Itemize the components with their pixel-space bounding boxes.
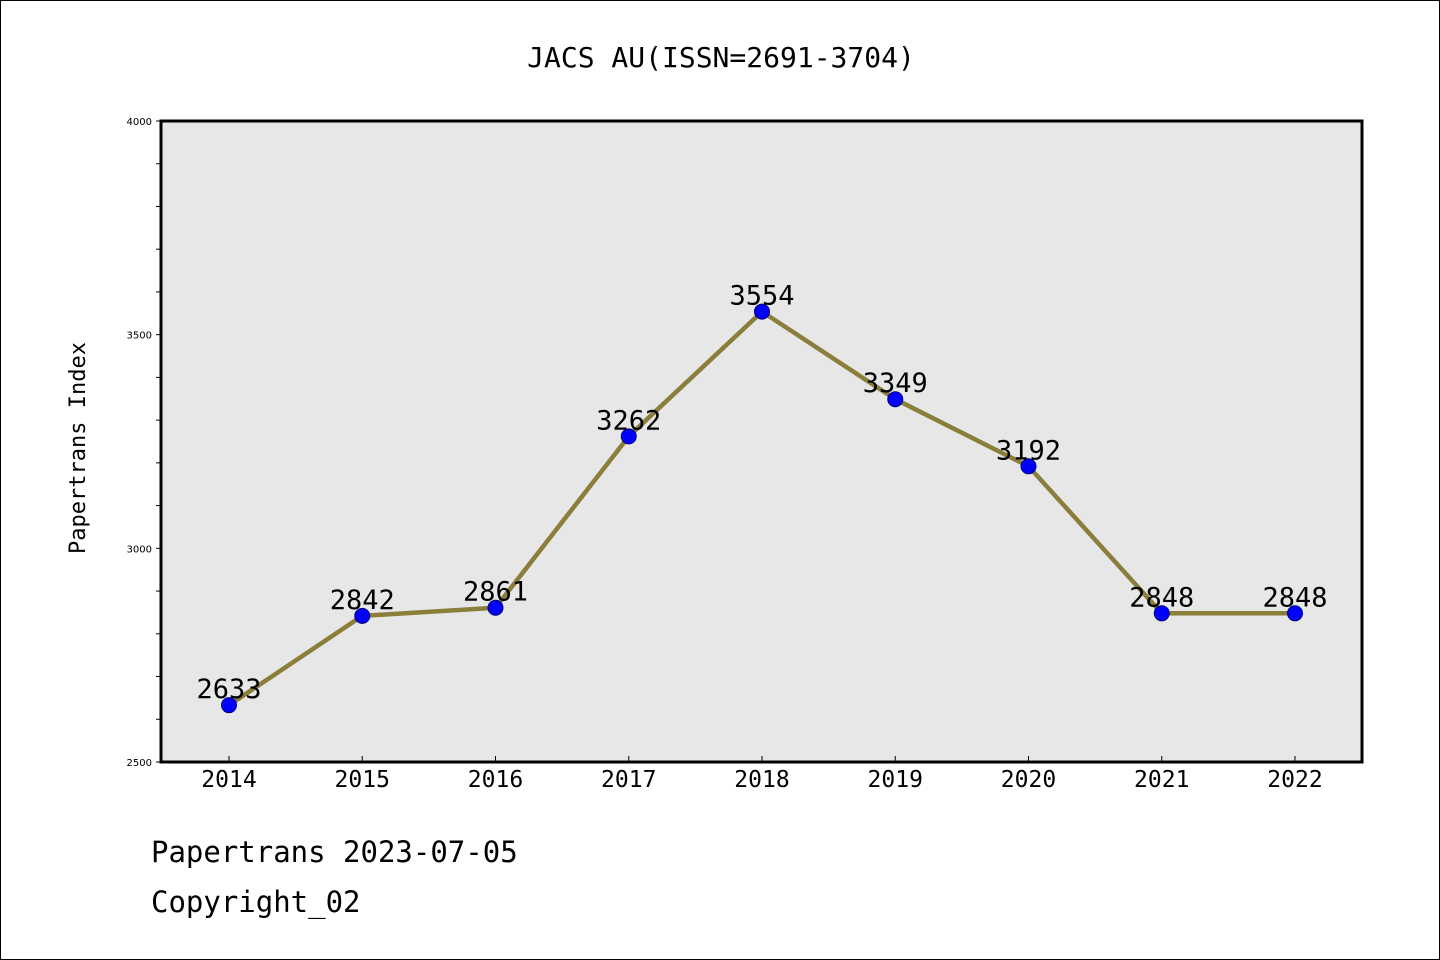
- data-label: 3262: [596, 405, 661, 436]
- x-tick-label: 2020: [1001, 767, 1056, 793]
- footer-date: Papertrans 2023-07-05: [151, 835, 518, 869]
- data-label: 2842: [330, 585, 395, 616]
- data-point: [1020, 458, 1037, 475]
- y-tick-label: 2500: [127, 758, 152, 769]
- data-point: [754, 303, 770, 320]
- data-point: [1287, 605, 1303, 622]
- y-tick-label: 4000: [127, 117, 152, 128]
- data-point: [1153, 605, 1170, 622]
- x-tick-label: 2019: [868, 767, 923, 793]
- data-label: 2861: [463, 577, 528, 608]
- x-tick-label: 2021: [1134, 767, 1189, 793]
- x-tick-label: 2022: [1267, 767, 1322, 793]
- x-tick-label: 2017: [601, 767, 656, 793]
- x-tick-label: 2014: [201, 767, 256, 793]
- y-axis-label: Papertrans Index: [66, 342, 91, 554]
- data-label: 2848: [1262, 582, 1327, 613]
- x-tick-label: 2015: [335, 767, 390, 793]
- y-tick-label: 3000: [127, 544, 152, 555]
- series-group: 2633 2842 2861 3262 3554 3349 3192 2848 2848: [196, 281, 1328, 714]
- data-label: 2848: [1129, 582, 1194, 613]
- data-point: [487, 599, 504, 616]
- y-tick-label: 3500: [127, 331, 152, 342]
- plot-area: [159, 119, 1364, 764]
- x-ticks: [228, 756, 1296, 762]
- x-tick-label: 2018: [734, 767, 789, 793]
- data-point: [887, 391, 904, 408]
- data-label: 2633: [196, 674, 261, 705]
- x-tick-label: 2016: [468, 767, 523, 793]
- y-tick-labels: 2500 3000 3500 4000: [127, 117, 152, 769]
- data-label: 3554: [729, 281, 794, 312]
- data-point: [620, 428, 637, 445]
- data-point: [221, 697, 237, 714]
- x-tick-labels: 2014 2015 2016 2017 2018 2019 2020 2021 2022: [201, 767, 1322, 793]
- footer-copyright: Copyright_02: [151, 885, 361, 919]
- data-label: 3192: [996, 435, 1061, 466]
- data-label: 3349: [863, 368, 928, 399]
- y-minor-ticks: [156, 120, 161, 763]
- data-point: [354, 607, 371, 624]
- chart-title: JACS AU(ISSN=2691-3704): [527, 41, 915, 74]
